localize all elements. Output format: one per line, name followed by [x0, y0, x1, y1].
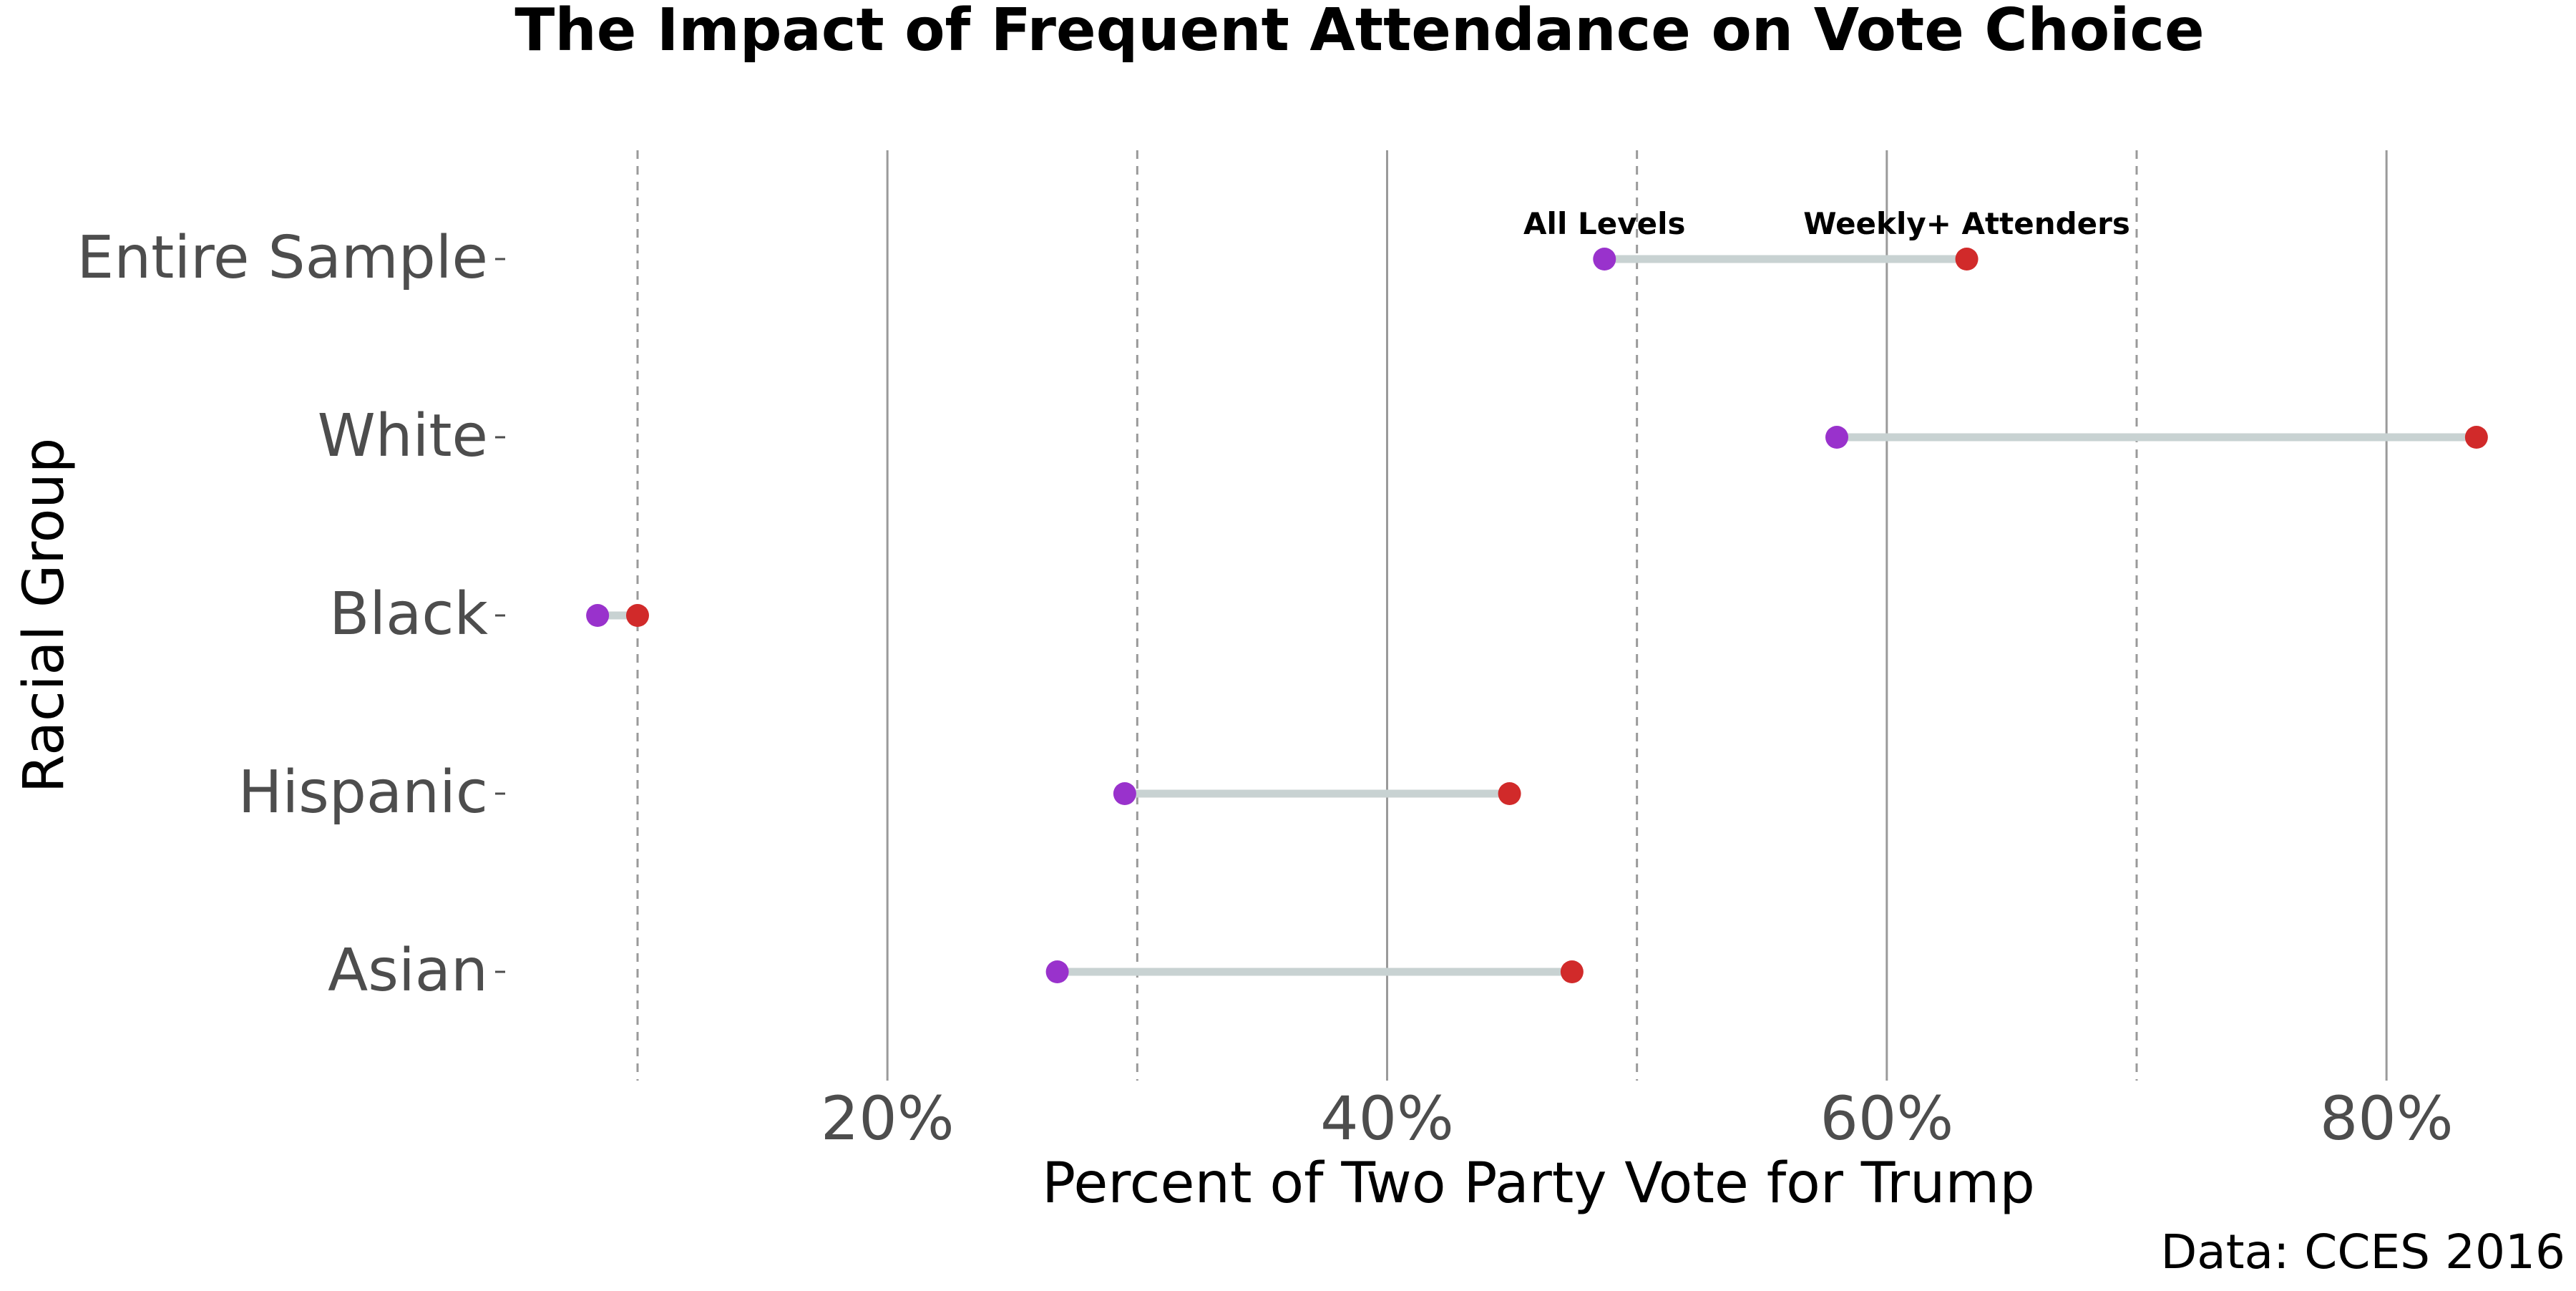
point-all-levels: [1593, 248, 1616, 271]
chart-title: The Impact of Frequent Attendance on Vot…: [514, 0, 2204, 64]
point-weekly-attenders: [2464, 426, 2488, 449]
point-weekly-attenders: [626, 604, 649, 627]
point-all-levels: [1045, 960, 1069, 983]
point-all-levels: [1113, 782, 1136, 805]
x-tick-label: 40%: [1320, 1083, 1454, 1154]
y-axis: Entire Sample White Black Hispanic Asian: [77, 224, 505, 1005]
y-axis-title: Racial Group: [12, 438, 77, 794]
y-tick-label: Black: [329, 580, 488, 648]
annotation-layer: All Levels Weekly+ Attenders: [1523, 206, 2130, 241]
x-tick-label: 80%: [2320, 1083, 2454, 1154]
y-tick-label: White: [318, 402, 488, 470]
x-tick-label: 20%: [821, 1083, 955, 1154]
point-all-levels: [1825, 426, 1848, 449]
y-tick-label: Hispanic: [238, 759, 488, 827]
y-tick-label: Entire Sample: [77, 224, 488, 292]
x-tick-label: 60%: [1820, 1083, 1953, 1154]
point-weekly-attenders: [1560, 960, 1584, 983]
x-axis-title: Percent of Two Party Vote for Trump: [1042, 1151, 2035, 1216]
annotation-weekly-attenders: Weekly+ Attenders: [1803, 206, 2130, 241]
point-weekly-attenders: [1955, 248, 1979, 271]
x-axis: 20% 40% 60% 80%: [821, 1083, 2454, 1154]
point-layer: [586, 248, 2488, 983]
y-tick-label: Asian: [328, 937, 488, 1005]
point-all-levels: [586, 604, 610, 627]
chart-caption: Data: CCES 2016: [2160, 1224, 2565, 1280]
annotation-all-levels: All Levels: [1523, 206, 1685, 241]
point-weekly-attenders: [1498, 782, 1521, 805]
